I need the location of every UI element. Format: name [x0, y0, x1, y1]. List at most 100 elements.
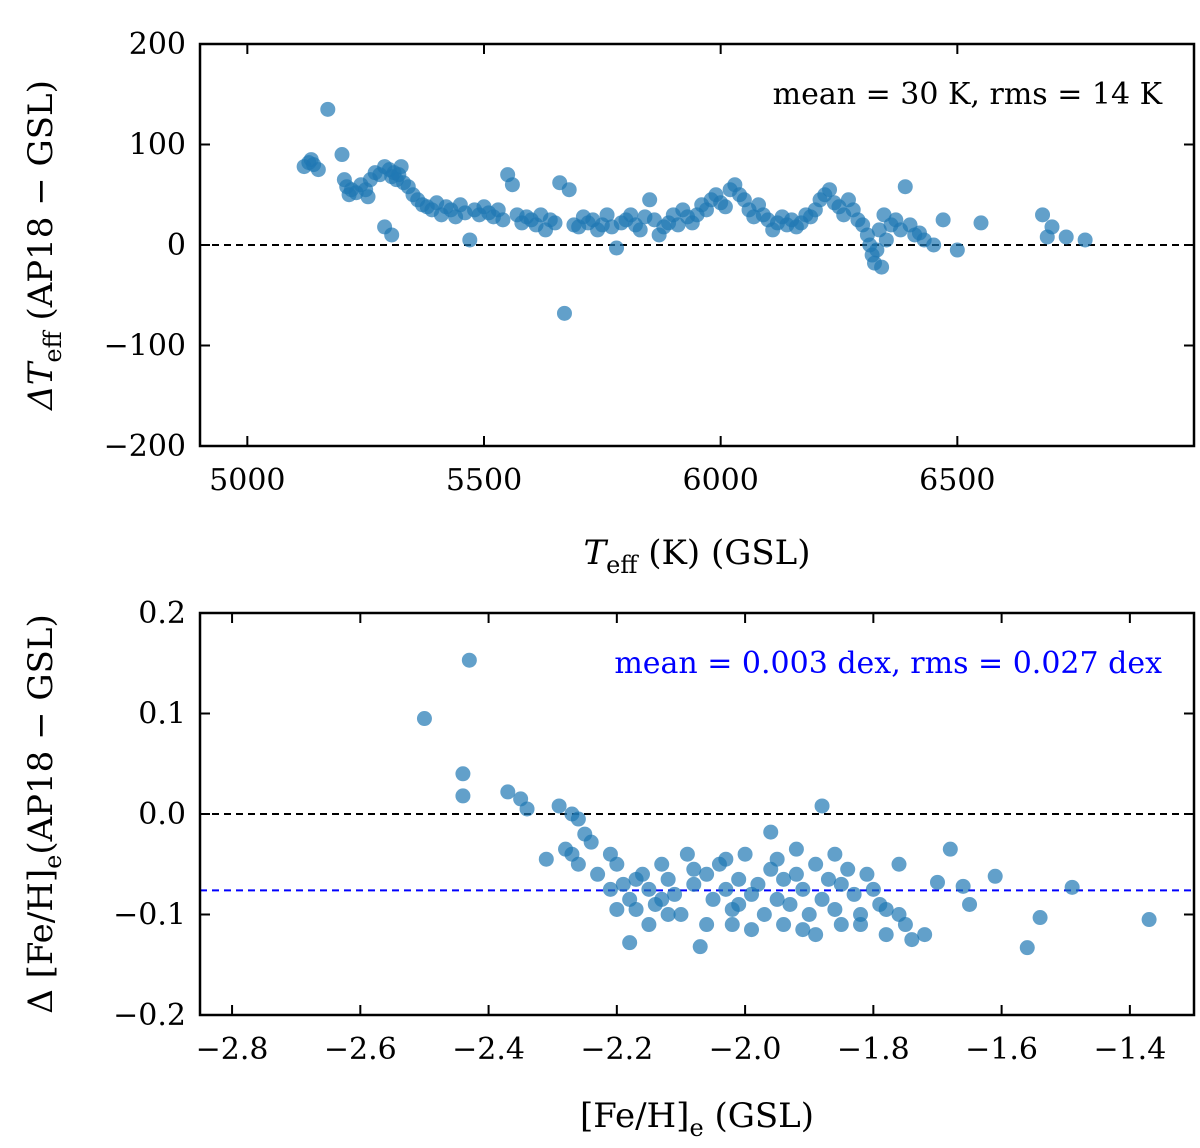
bottom-data-point — [686, 861, 702, 877]
top-y-tick-label: 200 — [129, 27, 186, 62]
bottom-data-point — [551, 798, 567, 814]
top-data-point — [642, 192, 658, 208]
bottom-x-tick-label: −1.8 — [837, 1032, 910, 1067]
bottom-data-point — [878, 901, 894, 917]
top-axis-ticks: 5000 5500 6000 6500 −200 −100 0 100 200 — [104, 27, 1194, 498]
bottom-data-point — [814, 798, 830, 814]
bottom-data-point — [808, 927, 824, 943]
top-data-point — [926, 237, 942, 253]
top-data-point — [462, 232, 478, 248]
top-data-point — [897, 179, 913, 195]
bottom-data-point — [878, 927, 894, 943]
bottom-data-point — [942, 841, 958, 857]
bottom-data-point — [705, 891, 721, 907]
bottom-data-point — [699, 866, 715, 882]
top-data-point — [874, 259, 890, 275]
bottom-ylabel-pre: Δ [Fe/H] — [21, 869, 61, 1014]
bottom-data-point — [769, 891, 785, 907]
bottom-x-tick-label: −2.2 — [580, 1032, 653, 1067]
bottom-data-point — [660, 907, 676, 922]
bottom-data-point — [776, 871, 792, 887]
bottom-ylabel-rest: (AP18 − GSL) — [21, 614, 61, 854]
bottom-data-point — [692, 939, 708, 955]
bottom-data-point — [731, 871, 747, 887]
bottom-data-point — [788, 841, 804, 857]
bottom-x-tick-label: −2.6 — [324, 1032, 397, 1067]
bottom-data-point — [455, 766, 471, 782]
bottom-data-point — [782, 896, 798, 912]
top-data-point — [547, 215, 563, 231]
bottom-y-tick-label: 0.1 — [138, 697, 186, 732]
bottom-data-point — [795, 881, 811, 897]
bottom-data-point — [788, 866, 804, 882]
top-data-point — [561, 182, 577, 198]
bottom-data-point — [846, 886, 862, 902]
top-y-tick-label: −200 — [104, 429, 186, 464]
bottom-x-tick-label: −1.6 — [965, 1032, 1038, 1067]
top-annotation: mean = 30 K, rms = 14 K — [773, 77, 1163, 112]
top-data-point — [973, 215, 989, 231]
bottom-xlabel-rest: (GSL) — [704, 1096, 814, 1136]
bottom-data-point — [416, 711, 432, 727]
bottom-data-point — [756, 907, 772, 922]
top-data-point — [310, 162, 326, 178]
bottom-data-point — [667, 886, 683, 902]
bottom-data-point — [628, 871, 644, 887]
bottom-data-point — [1032, 910, 1048, 926]
bottom-x-tick-label: −2.8 — [196, 1032, 269, 1067]
bottom-annotation: mean = 0.003 dex, rms = 0.027 dex — [614, 646, 1162, 681]
bottom-data-point — [1141, 912, 1157, 928]
bottom-data-point — [776, 917, 792, 933]
bottom-data-point — [891, 856, 907, 872]
bottom-data-point — [929, 874, 945, 890]
bottom-data-point — [628, 901, 644, 917]
bottom-y-axis-label: Δ [Fe/H]e(AP18 − GSL) — [21, 614, 67, 1013]
bottom-data-point — [699, 917, 715, 933]
bottom-data-point — [455, 788, 471, 804]
bottom-data-point — [904, 932, 920, 948]
top-data-point — [334, 147, 350, 163]
bottom-scatter-points — [416, 652, 1157, 956]
bottom-data-point — [814, 891, 830, 907]
top-y-axis-label: ΔTeff (AP18 − GSL) — [21, 80, 67, 412]
bottom-y-tick-label: −0.2 — [113, 998, 186, 1033]
top-data-point — [869, 242, 885, 258]
bottom-data-point — [744, 922, 760, 938]
top-y-tick-label: 0 — [167, 228, 186, 263]
bottom-data-point — [654, 891, 670, 907]
bottom-data-point — [750, 876, 766, 892]
bottom-data-point — [660, 871, 676, 887]
top-data-point — [360, 189, 376, 205]
top-y-tick-label: 100 — [129, 128, 186, 163]
bottom-data-point — [500, 784, 516, 800]
bottom-xlabel-sub: e — [689, 1114, 703, 1142]
top-xlabel-rest: (K) (GSL) — [637, 533, 810, 573]
bottom-data-point — [859, 866, 875, 882]
top-ylabel-pre: ΔT — [21, 360, 61, 412]
top-data-point — [599, 207, 615, 223]
bottom-xlabel-main: [Fe/H] — [580, 1096, 690, 1136]
top-data-point — [717, 199, 733, 215]
bottom-data-point — [820, 871, 836, 887]
bottom-y-tick-label: 0.2 — [138, 596, 186, 631]
bottom-x-axis-label: [Fe/H]e (GSL) — [580, 1096, 814, 1142]
bottom-y-tick-label: 0.0 — [138, 797, 186, 832]
bottom-data-point — [987, 868, 1003, 884]
top-data-point — [878, 232, 894, 248]
bottom-panel: −2.8 −2.6 −2.4 −2.2 −2.0 −1.8 −1.6 −1.4 −0.2 −0.1… — [21, 596, 1196, 1142]
bottom-data-point — [654, 856, 670, 872]
top-data-point — [632, 222, 648, 238]
bottom-data-point — [461, 652, 477, 668]
bottom-data-point — [833, 876, 849, 892]
bottom-data-point — [1019, 940, 1035, 956]
bottom-data-point — [679, 846, 695, 862]
bottom-y-tick-label: −0.1 — [113, 898, 186, 933]
bottom-data-point — [769, 851, 785, 867]
bottom-data-point — [795, 922, 811, 938]
bottom-data-point — [519, 801, 535, 817]
top-data-point — [935, 212, 951, 228]
bottom-ylabel-sub: e — [39, 855, 67, 869]
top-data-point — [495, 212, 511, 228]
bottom-data-point — [808, 856, 824, 872]
bottom-data-point — [641, 881, 657, 897]
